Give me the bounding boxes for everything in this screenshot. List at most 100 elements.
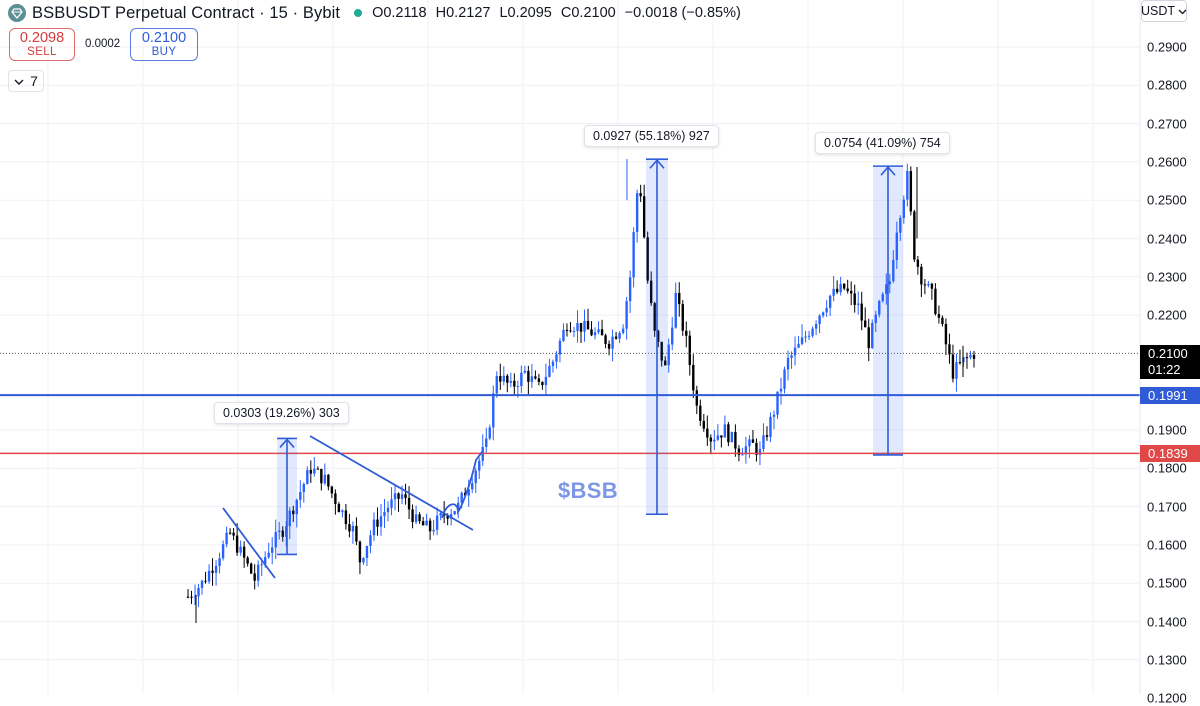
candle-body xyxy=(842,283,846,289)
candle-body xyxy=(656,330,660,342)
candle-body xyxy=(685,330,688,336)
indicator-count: 7 xyxy=(30,73,38,89)
candle-body xyxy=(211,570,214,573)
currency-selector[interactable]: USDT xyxy=(1141,0,1187,22)
sell-button[interactable]: 0.2098 SELL xyxy=(9,28,75,61)
candle-body xyxy=(565,329,569,331)
candle-body xyxy=(702,420,706,429)
candle-body xyxy=(969,354,972,358)
candle-body xyxy=(576,323,579,331)
buy-button[interactable]: 0.2100 BUY xyxy=(130,28,198,61)
candle-body xyxy=(439,513,442,516)
candle-body xyxy=(720,435,723,438)
candle-body xyxy=(811,328,814,336)
candle-body xyxy=(635,193,639,233)
candle-body xyxy=(256,564,260,581)
buy-price: 0.2100 xyxy=(141,29,187,46)
candle-body xyxy=(730,431,734,443)
candle-body xyxy=(379,516,383,527)
candle-body xyxy=(193,596,197,598)
candle-body xyxy=(772,414,776,417)
price-tick-label: 0.1800 xyxy=(1147,460,1187,476)
candle-body xyxy=(221,544,225,559)
candle-body xyxy=(864,320,867,328)
candle-body xyxy=(523,370,527,373)
candle-body xyxy=(853,293,856,305)
candle-body xyxy=(204,580,207,582)
candle-body xyxy=(232,532,235,536)
candle-body xyxy=(667,344,670,366)
candle-body xyxy=(821,312,825,316)
candle-body xyxy=(593,332,597,336)
candle-body xyxy=(909,171,913,212)
indicators-collapse-button[interactable]: 7 xyxy=(8,70,44,92)
currency-label: USDT xyxy=(1140,4,1176,18)
candle-body xyxy=(548,366,551,377)
trend-line xyxy=(222,507,276,579)
candle-body xyxy=(839,283,842,293)
candle-body xyxy=(765,435,769,437)
candle-body xyxy=(807,335,811,337)
candle-body xyxy=(769,416,772,437)
candle-body xyxy=(407,497,411,510)
candle-body xyxy=(358,541,362,563)
candle-body xyxy=(499,375,502,382)
candle-body xyxy=(800,337,804,344)
price-tick-label: 0.2500 xyxy=(1147,192,1187,208)
candle-body xyxy=(299,491,302,500)
candle-body xyxy=(383,512,386,517)
price-tick-label: 0.1600 xyxy=(1147,537,1187,553)
candle-body xyxy=(411,509,414,523)
candle-body xyxy=(818,315,821,325)
candle-body xyxy=(716,435,720,440)
candle-body xyxy=(671,327,674,345)
candle-body xyxy=(228,532,232,534)
candle-body xyxy=(965,357,969,359)
candle-body xyxy=(779,388,783,392)
candle-body xyxy=(892,260,895,282)
candle-body xyxy=(485,438,488,448)
candle-body xyxy=(467,489,470,496)
candle-body xyxy=(874,314,877,324)
candle-body xyxy=(309,469,313,474)
candle-body xyxy=(583,320,586,332)
candle-body xyxy=(828,295,832,308)
candle-body xyxy=(755,442,758,455)
candle-body xyxy=(797,343,800,348)
candle-body xyxy=(344,510,348,525)
candle-body xyxy=(341,510,344,513)
candle-body xyxy=(916,259,920,267)
candle-body xyxy=(488,427,491,439)
candle-body xyxy=(927,283,930,286)
candle-body xyxy=(555,354,558,362)
candle-body xyxy=(621,328,625,334)
change-value: −0.0018 (−0.85%) xyxy=(624,5,741,21)
symbol-title[interactable]: BSBUSDT Perpetual Contract · 15 · Bybit xyxy=(32,3,341,22)
candle-body xyxy=(200,580,204,588)
price-tick-label: 0.2400 xyxy=(1147,231,1187,246)
candle-body xyxy=(365,545,369,558)
candle-body xyxy=(271,547,274,553)
measurement-label: 0.0927 (55.18%) 927 xyxy=(584,125,719,147)
candle-body xyxy=(453,511,456,515)
candle-body xyxy=(432,529,435,532)
candle-body xyxy=(590,329,593,336)
candle-body xyxy=(790,355,793,358)
candle-body xyxy=(267,552,270,558)
open-value: O0.2118 xyxy=(372,5,427,21)
candle-body xyxy=(646,237,649,281)
candle-body xyxy=(618,333,621,339)
candle-body xyxy=(958,362,962,364)
candle-body xyxy=(295,499,298,515)
price-tick-label: 0.1300 xyxy=(1147,652,1187,668)
candle-body xyxy=(544,376,548,386)
candle-body xyxy=(878,301,881,315)
bybit-diamond-icon xyxy=(8,4,26,22)
candle-body xyxy=(513,380,516,387)
sell-price: 0.2098 xyxy=(19,29,65,46)
candle-body xyxy=(334,493,337,505)
candle-body xyxy=(327,474,330,487)
measurement-label: 0.0754 (41.09%) 754 xyxy=(815,132,950,154)
candle-body xyxy=(632,232,635,278)
